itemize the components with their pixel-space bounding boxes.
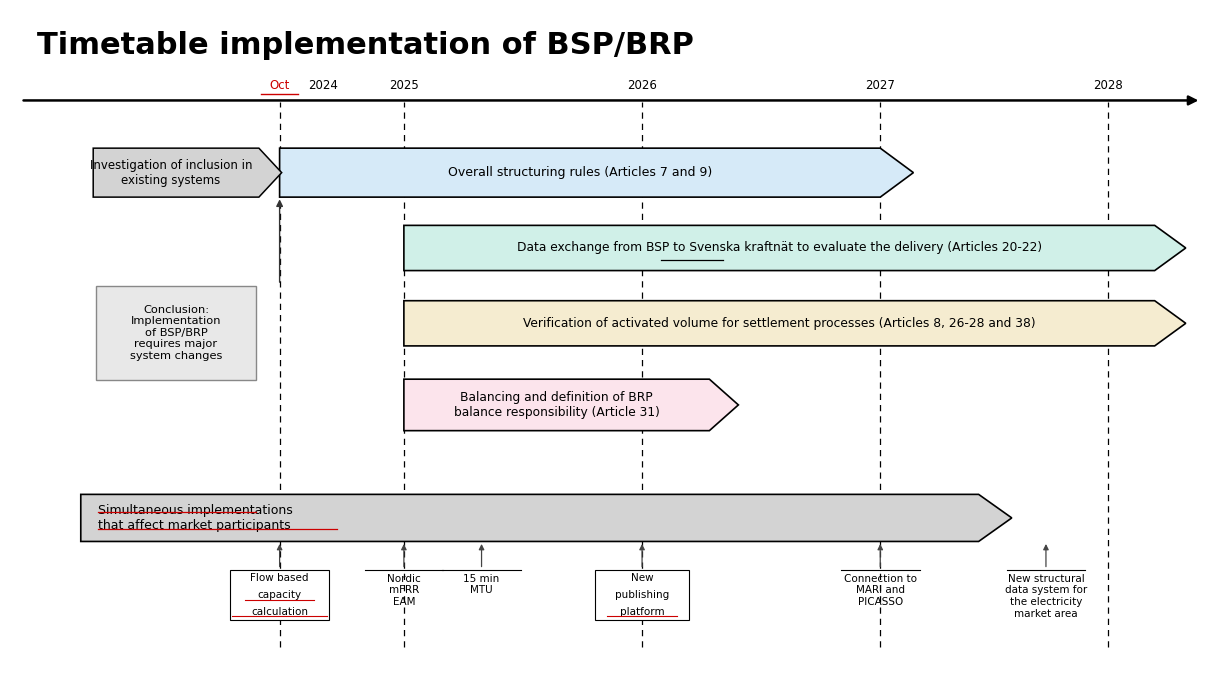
Text: New: New [631, 574, 654, 583]
Text: Data exchange from BSP to Svenska kraftnät to evaluate the delivery (Articles 20: Data exchange from BSP to Svenska kraftn… [517, 241, 1042, 254]
Polygon shape [93, 148, 282, 197]
Text: Connection to
MARI and
PICASSO: Connection to MARI and PICASSO [843, 574, 916, 607]
Text: 2026: 2026 [627, 79, 657, 92]
Text: capacity: capacity [258, 590, 302, 600]
Polygon shape [404, 379, 738, 431]
Text: Overall structuring rules (Articles 7 and 9): Overall structuring rules (Articles 7 an… [447, 166, 712, 179]
Text: Conclusion:
Implementation
of BSP/BRP
requires major
system changes: Conclusion: Implementation of BSP/BRP re… [130, 304, 222, 361]
Text: 2024: 2024 [308, 79, 338, 92]
Polygon shape [280, 148, 913, 197]
Polygon shape [81, 494, 1012, 542]
Text: Investigation of inclusion in
existing systems: Investigation of inclusion in existing s… [89, 159, 252, 186]
Bar [595, 570, 689, 620]
Text: Timetable implementation of BSP/BRP: Timetable implementation of BSP/BRP [37, 31, 694, 60]
Text: Simultaneous implementations
that affect market participants: Simultaneous implementations that affect… [99, 504, 293, 532]
Text: Verification of activated volume for settlement processes (Articles 8, 26-28 and: Verification of activated volume for set… [523, 317, 1035, 330]
Text: 15 min
MTU: 15 min MTU [463, 574, 500, 595]
Text: Flow based: Flow based [251, 574, 309, 583]
Polygon shape [404, 225, 1185, 271]
Text: Nordic
mFRR
EAM: Nordic mFRR EAM [387, 574, 420, 607]
Text: Oct: Oct [269, 79, 290, 92]
Text: 2028: 2028 [1094, 79, 1123, 92]
Bar [231, 570, 329, 620]
Polygon shape [404, 301, 1185, 346]
Text: publishing: publishing [615, 590, 670, 600]
Text: 2027: 2027 [865, 79, 896, 92]
Bar [95, 285, 257, 380]
Text: calculation: calculation [251, 607, 308, 617]
Text: platform: platform [620, 607, 665, 617]
Text: Balancing and definition of BRP
balance responsibility (Article 31): Balancing and definition of BRP balance … [453, 391, 660, 419]
Text: 2025: 2025 [389, 79, 419, 92]
Text: New structural
data system for
the electricity
market area: New structural data system for the elect… [1004, 574, 1088, 618]
